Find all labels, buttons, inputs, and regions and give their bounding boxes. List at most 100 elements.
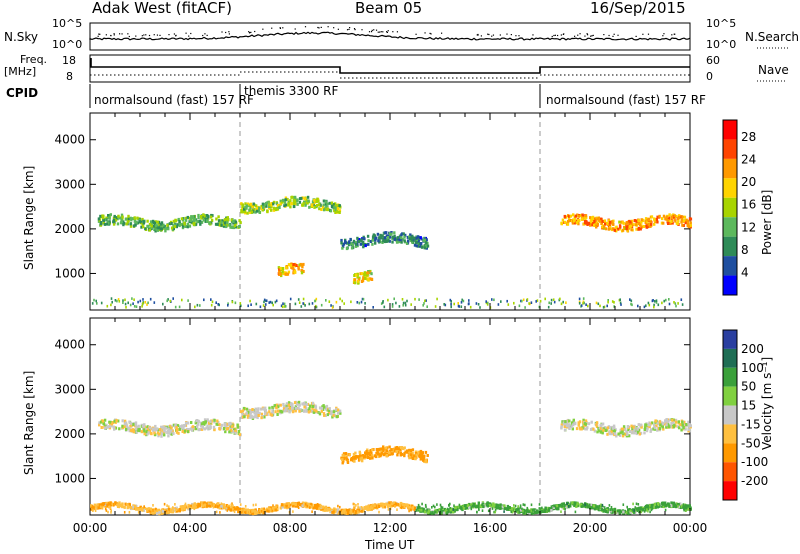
power-ground-cell <box>618 298 621 302</box>
power-echo-cell <box>244 202 247 206</box>
power-ground-cell <box>96 302 98 305</box>
velocity-echo-cell <box>561 420 564 424</box>
power-echo-cell <box>97 217 101 221</box>
velocity-echo-cell <box>375 505 379 509</box>
power-ground-cell <box>122 299 124 302</box>
velocity-echo-cell <box>161 509 165 513</box>
velocity-echo-cell <box>279 403 282 407</box>
velocity-echo-cell <box>618 511 621 515</box>
power-ground-cell <box>146 303 148 306</box>
power-echo-cell <box>661 217 664 221</box>
velocity-ground-cell <box>432 504 435 508</box>
velocity-echo-cell <box>653 502 657 506</box>
power-echo-cell <box>415 240 418 244</box>
power-colorbar-tick: 24 <box>741 153 756 167</box>
velocity-echo-cell <box>499 503 502 507</box>
velocity-echo-cell <box>419 450 422 454</box>
velocity-echo-cell <box>629 430 632 433</box>
velocity-echo-cell <box>129 422 133 426</box>
velocity-echo-cell <box>447 508 450 512</box>
power-ground-cell <box>491 298 493 301</box>
nsearch-dot <box>551 35 553 38</box>
velocity-echo-cell <box>408 450 412 454</box>
velocity-ytick-label: 3000 <box>54 382 85 396</box>
power-ground-cell <box>653 305 655 309</box>
power-ground-cell <box>314 299 316 303</box>
nsearch-dot <box>368 31 371 33</box>
power-ground-cell <box>335 300 338 304</box>
velocity-echo-cell <box>274 410 277 414</box>
power-echo-cell <box>405 242 409 245</box>
velocity-echo-cell <box>240 410 243 414</box>
power-ground-cell <box>582 302 584 305</box>
power-ground-cell <box>331 306 334 309</box>
power-echo-cell <box>122 223 125 227</box>
velocity-echo-cell <box>144 428 148 431</box>
nsearch-dot <box>591 35 593 37</box>
power-echo-cell <box>367 239 370 243</box>
velocity-ground-cell <box>524 503 526 507</box>
power-echo-cell <box>124 217 128 221</box>
velocity-ground-cell <box>355 504 357 507</box>
power-echo-cell <box>647 222 651 226</box>
nsearch-dot <box>190 32 192 35</box>
power-echo-cell <box>403 235 406 239</box>
power-echo-cell <box>629 220 632 224</box>
power-echo-cell <box>368 271 372 274</box>
velocity-echo-cell <box>550 509 553 512</box>
power-echo-cell <box>331 205 334 209</box>
power-ground-cell <box>124 302 127 306</box>
power-echo-cell <box>673 214 676 218</box>
velocity-echo-cell <box>157 508 161 512</box>
power-echo-cell <box>296 202 299 206</box>
power-echo-cell <box>608 220 612 224</box>
velocity-echo-cell <box>212 503 216 506</box>
power-ground-cell <box>578 302 581 305</box>
power-echo-cell <box>220 223 223 227</box>
velocity-ground-cell <box>470 507 473 511</box>
power-echo-cell <box>103 222 107 226</box>
power-echo-cell <box>385 240 388 243</box>
power-echo-cell <box>583 221 587 225</box>
power-ground-cell <box>325 299 327 302</box>
power-ground-cell <box>507 303 510 306</box>
velocity-echo-cell <box>163 429 166 433</box>
velocity-echo-cell <box>382 502 386 506</box>
velocity-echo-cell <box>420 453 423 456</box>
power-echo-cell <box>425 241 428 245</box>
power-ground-cell <box>282 302 284 305</box>
power-echo-cell <box>406 235 410 239</box>
power-echo-cell <box>394 238 398 242</box>
velocity-echo-cell <box>282 409 285 413</box>
power-echo-cell <box>573 221 577 225</box>
velocity-ground-cell <box>481 509 484 512</box>
velocity-echo-cell <box>294 502 297 506</box>
power-echo-cell <box>302 202 305 206</box>
power-echo-cell <box>109 213 112 217</box>
velocity-echo-cell <box>592 504 596 508</box>
velocity-echo-cell <box>411 506 414 510</box>
power-echo-cell <box>272 202 275 206</box>
power-echo-cell <box>232 220 235 223</box>
velocity-echo-cell <box>143 423 146 427</box>
velocity-echo-cell <box>206 418 209 422</box>
power-echo-cell <box>662 221 665 225</box>
velocity-echo-cell <box>687 423 691 427</box>
power-echo-cell <box>141 222 144 226</box>
power-echo-cell <box>367 278 370 282</box>
power-ground-cell <box>436 297 438 301</box>
power-ground-cell <box>142 298 144 301</box>
velocity-ground-cell <box>630 509 632 513</box>
power-echo-cell <box>283 200 287 204</box>
velocity-echo-cell <box>381 504 384 508</box>
velocity-echo-cell <box>198 428 202 431</box>
power-echo-cell <box>316 199 320 203</box>
power-echo-cell <box>270 202 273 205</box>
power-echo-cell <box>154 220 157 224</box>
power-echo-cell <box>156 228 159 232</box>
velocity-echo-cell <box>239 510 242 514</box>
power-ground-cell <box>93 298 95 302</box>
velocity-echo-cell <box>373 454 376 458</box>
power-echo-cell <box>373 234 377 238</box>
velocity-echo-cell <box>170 508 173 512</box>
